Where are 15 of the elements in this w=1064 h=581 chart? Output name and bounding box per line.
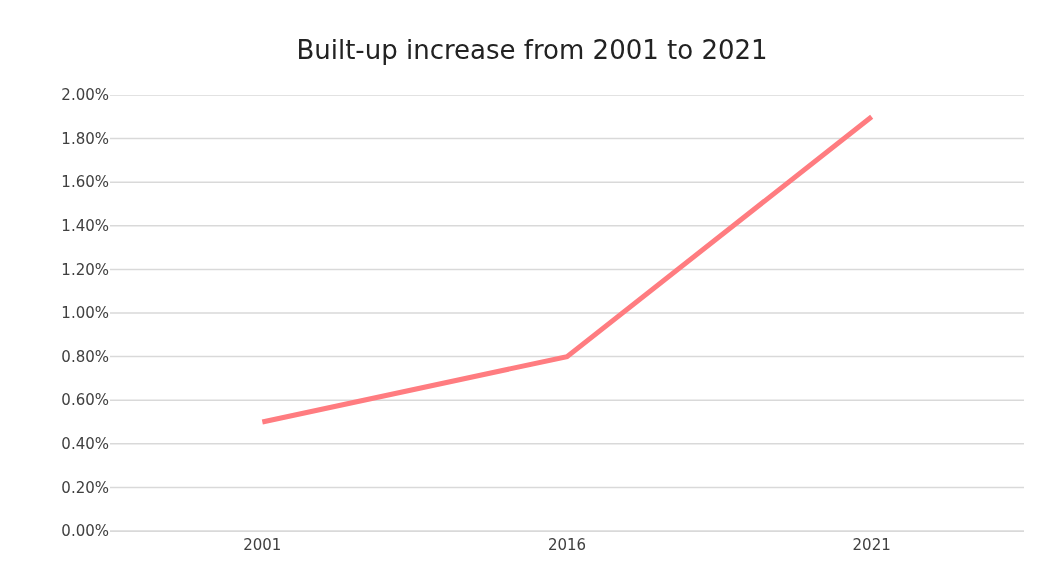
y-tick-label: 0.00%	[61, 522, 109, 541]
x-tick-label: 2016	[547, 536, 587, 554]
y-tick-label: 0.20%	[61, 478, 109, 497]
y-tick-label: 1.80%	[61, 129, 109, 148]
y-tick-label: 1.00%	[61, 304, 109, 323]
y-tick-label: 0.80%	[61, 347, 109, 366]
y-tick-label: 1.60%	[61, 173, 109, 192]
y-tick-label: 1.20%	[61, 260, 109, 279]
y-tick-label: 1.40%	[61, 217, 109, 236]
y-tick-label: 0.60%	[61, 391, 109, 410]
x-tick-label: 2021	[852, 536, 891, 554]
x-tick-label: 2001	[243, 536, 282, 554]
y-tick-label: 2.00%	[61, 86, 109, 105]
y-tick-label: 0.40%	[61, 435, 109, 454]
chart-title: Built-up increase from 2001 to 2021	[296, 34, 768, 65]
